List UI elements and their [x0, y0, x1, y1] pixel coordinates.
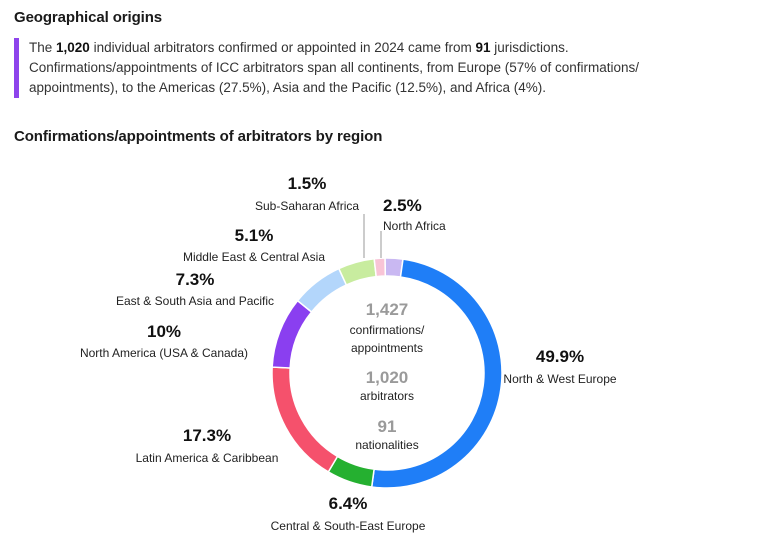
slice-labels: 2.5% North Africa 49.9% North & West Europe… [80, 174, 617, 533]
slice-category-label: North Africa [383, 219, 446, 233]
slice-category-label: Sub-Saharan Africa [255, 199, 359, 213]
intro-text: The 1,020 individual arbitrators confirm… [29, 38, 714, 98]
slice-category-label: Latin America & Caribbean [136, 451, 279, 465]
slice-category-label: North America (USA & Canada) [80, 346, 248, 360]
accent-bar [14, 38, 19, 98]
intro-text-part: jurisdictions. Confirmations/appointment… [29, 40, 640, 95]
slice-north-america-usa-canada [271, 299, 313, 369]
intro-text-part: individual arbitrators confirmed or appo… [89, 40, 476, 55]
jurisdiction-count: 91 [475, 40, 491, 55]
center-stat-label: nationalities [355, 438, 418, 452]
center-stat-number: 1,020 [366, 368, 409, 387]
slice-latin-america-caribbean [271, 366, 339, 473]
slice-value-label: 49.9% [536, 347, 584, 366]
slice-value-label: 1.5% [288, 174, 327, 193]
intro-paragraph-block: The 1,020 individual arbitrators confirm… [14, 38, 714, 98]
slice-value-label: 5.1% [235, 226, 274, 245]
slice-value-label: 10% [147, 322, 181, 341]
slice-east-south-asia-and-pacific [296, 267, 348, 314]
center-stat-label: confirmations/ [350, 323, 425, 337]
center-stat-label: appointments [351, 341, 423, 355]
intro-text-part: The [29, 40, 57, 55]
center-stat-number: 1,427 [366, 300, 409, 319]
section-title: Geographical origins [14, 9, 163, 26]
arbitrator-count: 1,020 [56, 40, 90, 55]
slice-value-label: 6.4% [329, 494, 368, 513]
slice-category-label: Middle East & Central Asia [183, 250, 325, 264]
slice-middle-east-central-asia [337, 257, 378, 286]
slice-category-label: North & West Europe [503, 372, 616, 386]
slice-value-label: 7.3% [176, 270, 215, 289]
slice-category-label: East & South Asia and Pacific [116, 294, 274, 308]
center-stat-label: arbitrators [360, 389, 414, 403]
slice-value-label: 2.5% [383, 196, 422, 215]
chart-title: Confirmations/appointments of arbitrator… [14, 128, 383, 145]
center-stat-number: 91 [378, 417, 397, 436]
slice-sub-saharan-africa [373, 257, 387, 278]
leader-lines [363, 214, 382, 258]
center-stats: 1,427 confirmations/appointments 1,020 arbi… [350, 300, 425, 452]
donut-slices [271, 257, 503, 489]
slice-value-label: 17.3% [183, 426, 231, 445]
slice-category-label: Central & South-East Europe [271, 519, 426, 533]
